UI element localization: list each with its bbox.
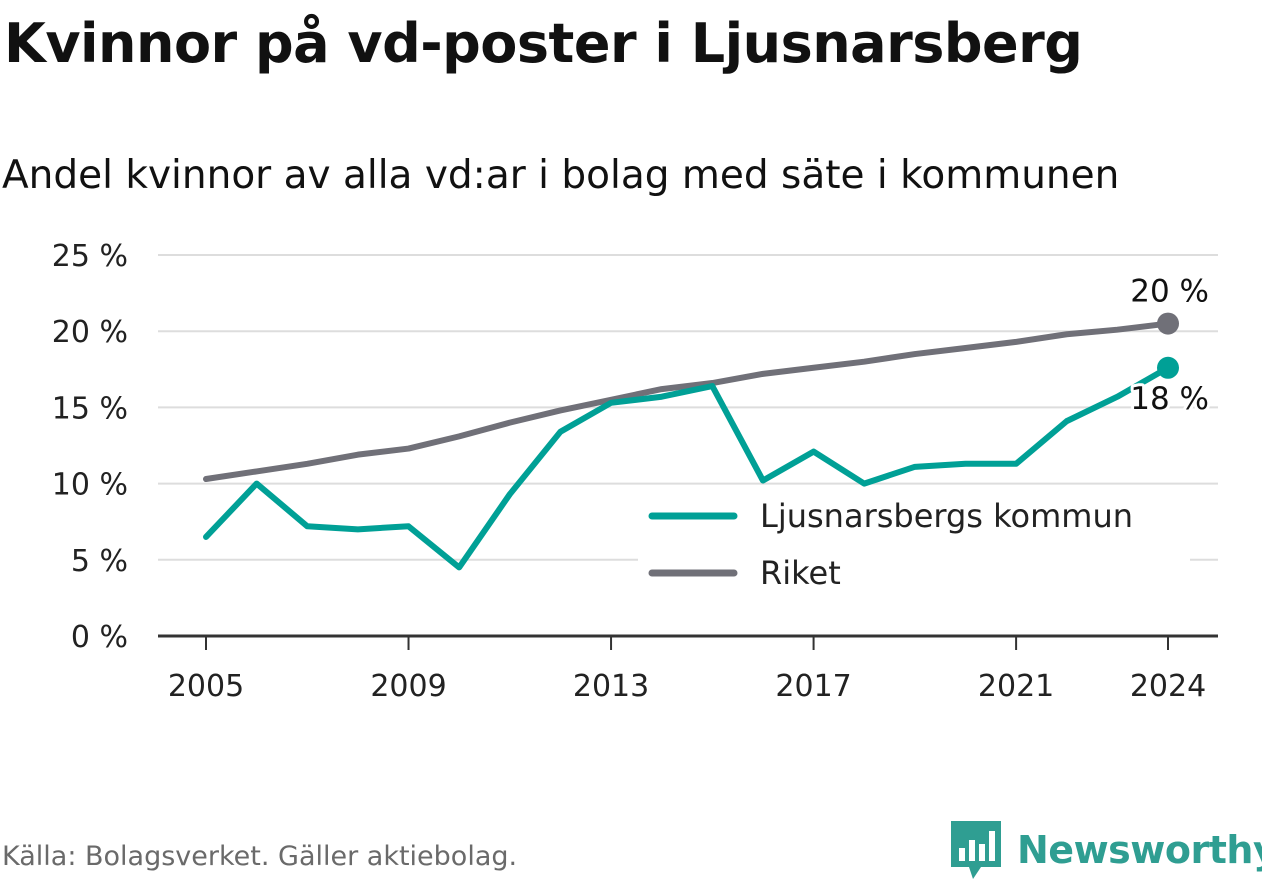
legend-label: Riket — [760, 554, 841, 592]
series-line-ljusnarsberg — [203, 364, 1171, 571]
legend-label: Ljusnarsbergs kommun — [760, 497, 1133, 535]
y-tick-label: 0 % — [71, 620, 128, 655]
legend: Ljusnarsbergs kommun Riket — [638, 487, 1190, 597]
newsworthy-logo: Newsworthy — [951, 821, 1262, 879]
x-tick-label: 2005 — [168, 669, 244, 704]
y-tick-label: 10 % — [52, 468, 128, 503]
end-labels: 18 % 20 % — [1127, 271, 1212, 420]
newsworthy-chart-icon — [951, 821, 1001, 879]
source-note: Källa: Bolagsverket. Gäller aktiebolag. — [2, 841, 518, 872]
x-tick-label: 2024 — [1130, 669, 1206, 704]
series-line-riket — [203, 320, 1171, 483]
series-lines — [203, 320, 1171, 571]
chart-title: Kvinnor på vd-poster i Ljusnarsberg — [4, 12, 1083, 75]
x-tick-label: 2021 — [978, 669, 1054, 704]
x-axis: 2005 2009 2013 2017 2021 2024 — [158, 634, 1218, 704]
chart-subtitle: Andel kvinnor av alla vd:ar i bolag med … — [2, 153, 1120, 198]
end-value-label: 20 % — [1130, 274, 1209, 310]
end-point-marker — [1157, 312, 1179, 335]
x-tick-label: 2017 — [775, 669, 851, 704]
end-point-marker — [1157, 356, 1179, 379]
end-value-label: 18 % — [1130, 381, 1209, 417]
y-tick-label: 20 % — [52, 315, 128, 350]
x-tick-label: 2013 — [573, 669, 649, 704]
brand-name: Newsworthy — [1017, 828, 1262, 872]
y-tick-label: 25 % — [52, 239, 128, 274]
y-tick-label: 5 % — [71, 544, 128, 579]
legend-background — [638, 487, 1190, 597]
x-tick-label: 2009 — [370, 669, 446, 704]
y-axis-labels: 0 % 5 % 10 % 15 % 20 % 25 % — [52, 239, 128, 655]
y-tick-label: 15 % — [52, 391, 128, 426]
